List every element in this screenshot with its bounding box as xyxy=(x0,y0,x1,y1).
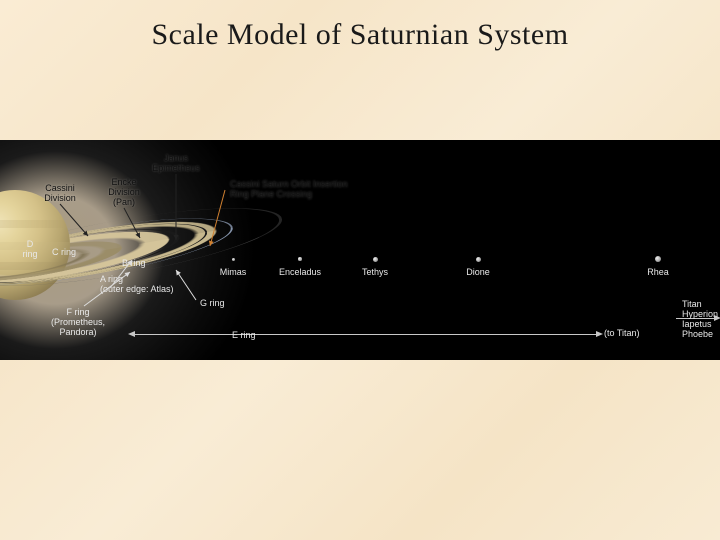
label-encke: EnckeDivision(Pan) xyxy=(64,178,184,208)
label-to-titan: (to Titan) xyxy=(604,329,640,339)
moon-enceladus xyxy=(298,257,302,261)
page-title: Scale Model of Saturnian System xyxy=(0,18,720,52)
label-b-ring: B ring xyxy=(122,259,146,269)
label-e-ring: E ring xyxy=(232,331,256,341)
moon-mimas xyxy=(232,258,235,261)
saturn-cloud-band xyxy=(0,220,70,228)
saturn-system-diagram: JanusEpimetheusCassiniDivisionEnckeDivis… xyxy=(0,140,720,360)
label-d: Dring xyxy=(0,240,90,260)
label-cassini-saturn-orbit-insertion: Cassini Saturn Orbit InsertionRing Plane… xyxy=(230,180,348,200)
label-titan: TitanHyperionIapetusPhoebe xyxy=(682,300,718,340)
label-rhea: Rhea xyxy=(598,268,718,278)
moon-tethys xyxy=(373,257,378,262)
label-f-ring: F ring(Prometheus,Pandora) xyxy=(18,308,138,338)
moon-rhea xyxy=(655,256,661,262)
arrow-right-icon xyxy=(596,331,603,337)
e-ring-extent-line xyxy=(134,334,596,335)
label-epimetheus: Epimetheus xyxy=(116,164,236,174)
label-tethys: Tethys xyxy=(315,268,435,278)
moon-dione xyxy=(476,257,481,262)
label-c-ring: C ring xyxy=(52,248,76,258)
label-g-ring: G ring xyxy=(200,299,225,309)
label-dione: Dione xyxy=(418,268,538,278)
slide: Scale Model of Saturnian System xyxy=(0,0,720,540)
label-a-ring: A ring(outer edge: Atlas) xyxy=(100,275,174,295)
